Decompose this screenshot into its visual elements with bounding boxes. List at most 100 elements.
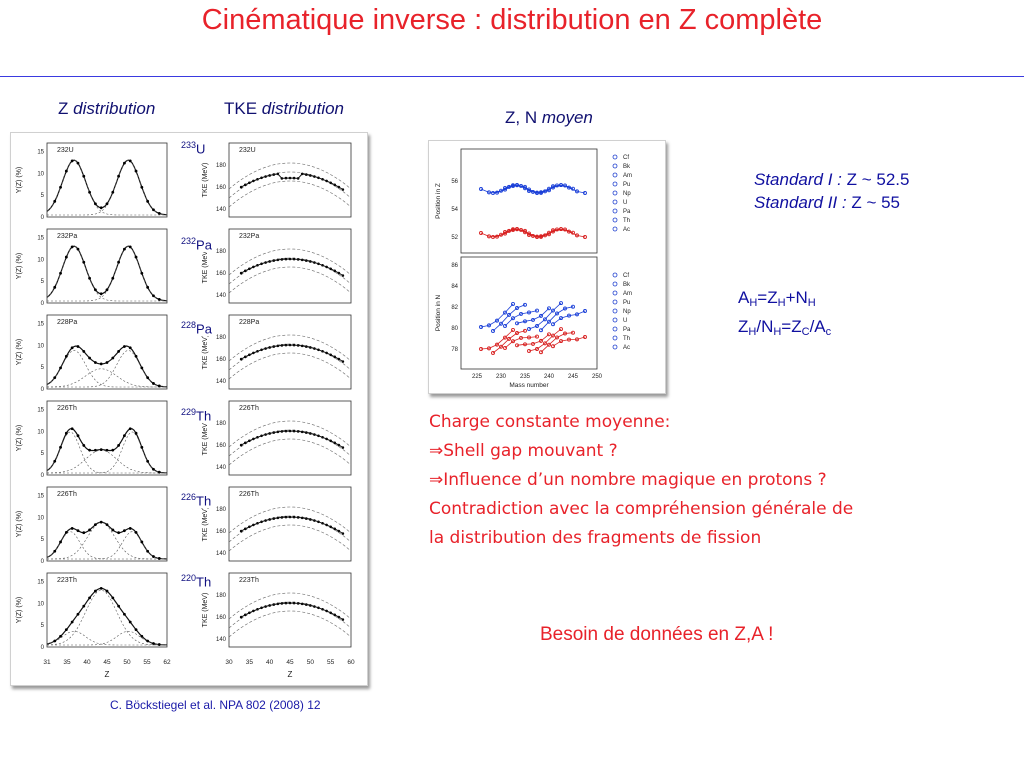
z-yield-point (53, 639, 57, 643)
y-tick-label: 5 (41, 623, 45, 629)
tke-envelope (228, 180, 352, 208)
x-tick-label: 225 (472, 374, 483, 380)
z-distribution-header: Z distribution (58, 99, 156, 118)
n-heavy-series-point (539, 313, 543, 318)
z-heavy-series-point (479, 187, 483, 191)
z-yield-point (59, 271, 62, 275)
tke-tick-label: 160 (216, 529, 227, 535)
z-yield-point (82, 444, 86, 447)
n-heavy-series-line (516, 308, 550, 324)
z-tick-label: 55 (327, 659, 335, 666)
n-heavy-series-line (552, 310, 586, 325)
remark-line: ⇒Shell gap mouvant ? (429, 441, 618, 461)
z-yield-point (157, 643, 161, 646)
z-yield-component (47, 630, 167, 646)
panel-nucleus-label: 226Th (57, 405, 77, 412)
n-heavy-series-point (507, 312, 511, 317)
n-heavy-series-point (547, 319, 551, 324)
legend-marker (612, 226, 618, 232)
n-light-series-point (491, 351, 495, 355)
z-yield-point (140, 540, 144, 544)
z-yield-point (157, 470, 161, 474)
z-yield-point (99, 362, 103, 366)
arrow-icon: ⇒ (429, 470, 444, 490)
z-yield-point (82, 531, 86, 535)
nucleus-label-226th: 226Th (180, 492, 213, 509)
z-yield-point (59, 185, 62, 189)
equation-ucd: ZH/NH=ZC/Ac (738, 317, 832, 338)
n-heavy-series-point (543, 317, 547, 322)
n-light-series-line (540, 332, 574, 353)
tke-tick-label: 180 (216, 335, 227, 341)
tke-panel-frame (228, 572, 352, 648)
z-yield-point (134, 530, 138, 534)
bottom-y-tick-label: 84 (451, 284, 458, 290)
n-light-series-point (559, 327, 563, 332)
nucleus-label-229th: 229Th (180, 407, 213, 424)
z-yield-point (59, 445, 62, 449)
panel-nucleus-label: 232U (57, 147, 74, 154)
z-yield-curve (46, 345, 168, 388)
legend-marker (612, 154, 618, 160)
y-tick-label: 15 (37, 322, 44, 328)
z-yield-point (105, 202, 109, 206)
n-light-series-point (551, 344, 555, 349)
tke-envelope (228, 524, 352, 552)
z-light-series-point (499, 232, 503, 237)
panel-nucleus-label: 228Pa (57, 319, 77, 326)
tke-axis-label: TKE (MeV) (202, 593, 209, 628)
n-light-series-point (543, 341, 547, 346)
tke-tick-label: 140 (216, 551, 227, 557)
z-yield-point (105, 448, 109, 452)
z-yield-point (64, 354, 68, 358)
y-tick-label: 0 (41, 645, 45, 651)
z-yield-point (134, 354, 138, 358)
tke-tick-label: 160 (216, 357, 227, 363)
z-tick-label: 50 (307, 659, 315, 666)
remarks-block: Charge constante moyenne: ⇒Shell gap mou… (429, 408, 1019, 553)
z-yield-point (111, 276, 115, 280)
n-heavy-series-point (535, 324, 539, 328)
n-heavy-series-point (547, 306, 551, 311)
z-yield-point (152, 642, 155, 645)
panel-nucleus-label: 226Th (57, 491, 77, 498)
standard-i: Standard I : Z ~ 52.5 (754, 170, 910, 189)
z-yield-curve (46, 521, 168, 560)
tke-panel-frame (228, 142, 352, 218)
z-yield-point (76, 529, 80, 533)
tke-tick-label: 140 (216, 637, 227, 643)
z-heavy-series-point (567, 185, 571, 190)
x-tick-label: 235 (520, 374, 531, 380)
z-yield-point (146, 459, 150, 463)
z-panel-frame (46, 572, 168, 648)
tke-panel-frame (228, 228, 352, 304)
slide-title: Cinématique inverse : distribution en Z … (201, 4, 823, 36)
zn-moyen-header: Z, N moyen (505, 108, 593, 127)
z-yield-point (152, 294, 155, 298)
z-yield-point (123, 612, 126, 616)
y-tick-label: 0 (41, 559, 45, 565)
legend-label: Np (623, 191, 631, 197)
z-yield-point (93, 448, 97, 452)
z-tick-label: 55 (143, 659, 151, 666)
tke-tick-label: 180 (216, 593, 227, 599)
z-yield-point (53, 285, 57, 289)
z-yield-point (146, 285, 150, 289)
top-y-axis-label: Position in Z (435, 183, 442, 219)
nucleus-label-220th: 220Th (180, 573, 213, 590)
tke-tick-label: 160 (216, 615, 227, 621)
z-yield-point (70, 346, 74, 350)
z-yield-point (111, 356, 115, 360)
y-tick-label: 10 (37, 171, 44, 177)
z-yield-component (47, 245, 168, 302)
z-heavy-series-point (539, 190, 543, 195)
z-yield-point (93, 361, 97, 364)
z-light-series-point (479, 231, 483, 235)
y-tick-label: 10 (37, 257, 44, 263)
y-axis-label: Y(Z) (%) (16, 339, 23, 365)
legend-marker (612, 290, 618, 296)
legend-marker (612, 272, 618, 278)
n-light-series-point (507, 336, 511, 341)
z-yield-component (46, 531, 167, 560)
panel-nucleus-label: 232Pa (239, 233, 259, 240)
